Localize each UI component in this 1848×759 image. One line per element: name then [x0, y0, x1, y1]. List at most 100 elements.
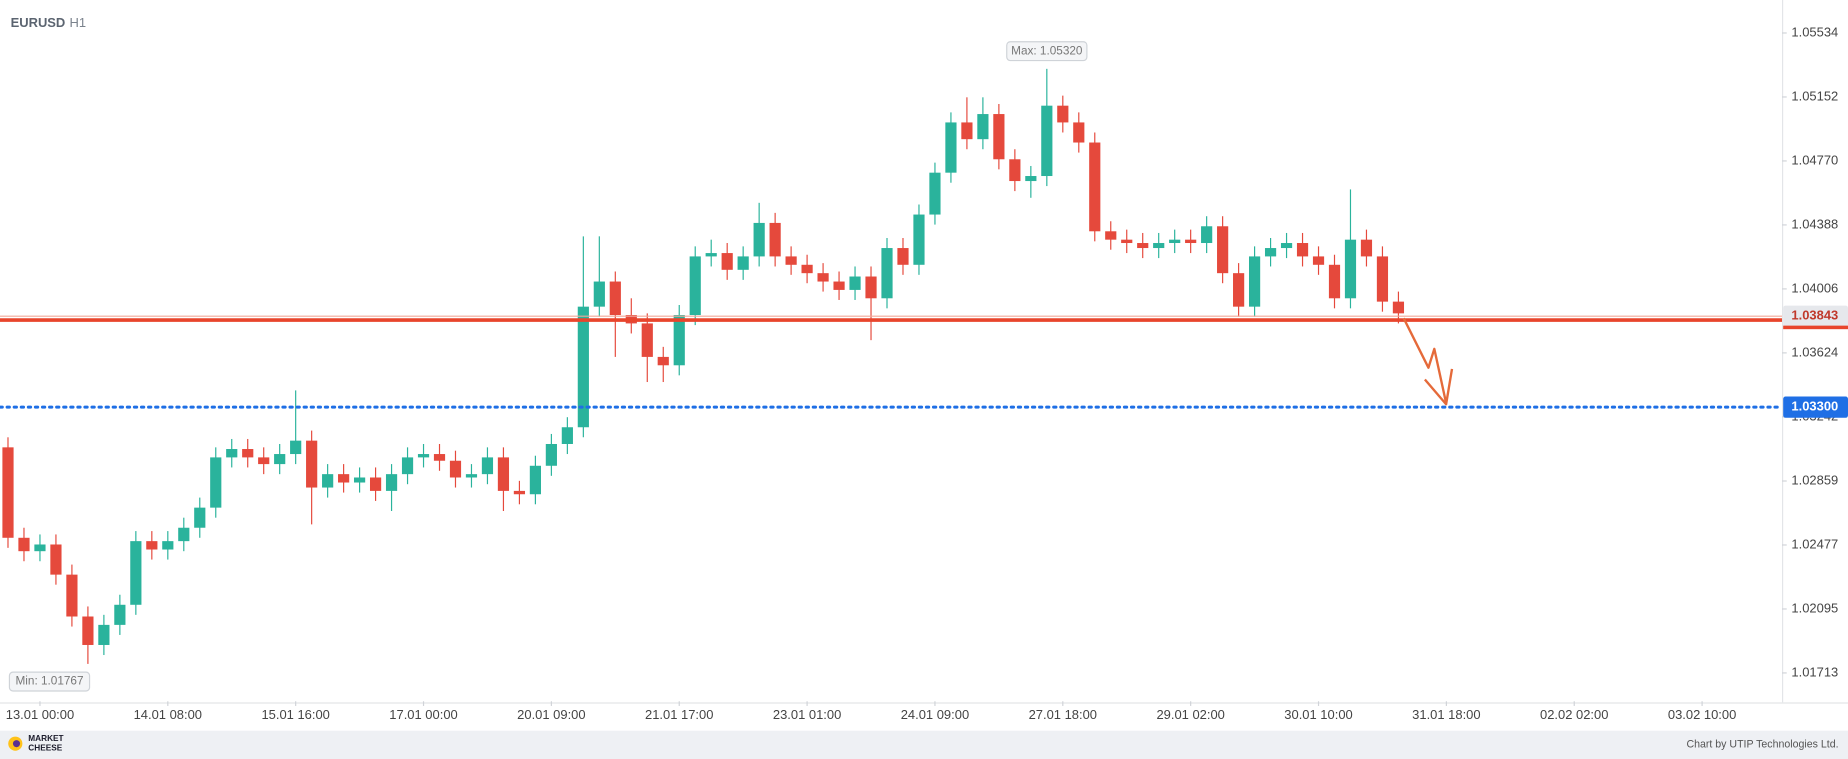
candle-body	[417, 454, 430, 458]
candle-body	[961, 122, 973, 140]
x-tick-label: 24.01 09:00	[901, 707, 969, 722]
plot-area	[0, 68, 1784, 664]
candle-body	[226, 449, 238, 458]
candle-body	[849, 276, 861, 290]
candle-body	[82, 616, 94, 645]
candle-body	[1025, 176, 1037, 182]
x-tick-label: 17.01 00:00	[389, 707, 457, 722]
x-tick-label: 21.01 17:00	[645, 707, 713, 722]
candle-body	[1217, 226, 1229, 274]
x-tick-label: 13.01 00:00	[6, 707, 74, 722]
annotation-box	[8, 671, 91, 692]
candle-body	[897, 248, 909, 265]
price-label-accent	[1783, 325, 1848, 330]
candle-body	[881, 248, 893, 299]
candle-body	[1201, 226, 1213, 244]
candle-body	[130, 541, 142, 605]
candle-body	[274, 454, 286, 465]
candle-body	[146, 541, 158, 550]
credit: Chart by UTIP Technologies Ltd.	[1686, 739, 1838, 751]
candle-body	[98, 624, 110, 645]
x-tick-label: 02.02 02:00	[1540, 707, 1608, 722]
candle-body	[322, 474, 334, 488]
candle-body	[833, 281, 845, 290]
candle-body	[1344, 239, 1357, 299]
annotation-label: Min: 1.01767	[15, 675, 83, 688]
candle-body	[689, 256, 701, 316]
candle-body	[865, 276, 877, 299]
y-tick-label: 1.05152	[1791, 88, 1838, 103]
candle-body	[753, 222, 765, 257]
y-tick-label: 1.04006	[1791, 280, 1838, 295]
candle-body	[1009, 159, 1021, 182]
price-label-box	[1783, 305, 1848, 327]
forecast-arrow-head	[1423, 368, 1454, 406]
candle-body	[1280, 243, 1293, 249]
y-tick-label: 1.04770	[1791, 152, 1838, 167]
annotation-box	[1006, 41, 1088, 62]
candle-body	[178, 527, 190, 542]
candle-body	[258, 457, 270, 465]
logo-mark	[12, 740, 21, 748]
candle-body	[561, 427, 573, 444]
candle-body	[641, 323, 653, 357]
x-tick-label: 23.01 01:00	[773, 707, 841, 722]
candle-body	[497, 457, 510, 491]
x-tick-label: 15.01 16:00	[261, 707, 329, 722]
candle-body	[977, 114, 989, 140]
candle-body	[929, 172, 941, 215]
candle-body	[785, 256, 797, 265]
x-tick-label: 14.01 08:00	[134, 707, 202, 722]
candle-body	[242, 449, 254, 458]
y-tick-label: 1.02477	[1791, 536, 1838, 551]
candle-body	[338, 474, 350, 483]
candle-body	[1360, 239, 1373, 257]
candle-body	[1328, 264, 1341, 299]
footer-bar	[0, 730, 1848, 759]
candle-body	[1041, 105, 1053, 177]
candle-body	[66, 574, 78, 617]
candle-body	[1089, 142, 1101, 232]
candle-body	[1392, 301, 1405, 314]
y-tick-label: 1.05534	[1791, 24, 1838, 39]
candle-body	[18, 537, 30, 552]
price-label: 1.03843	[1791, 308, 1838, 323]
candle-body	[114, 604, 126, 625]
candle-body	[481, 457, 494, 475]
candle-body	[913, 214, 925, 265]
candle-body	[401, 457, 414, 475]
x-tick-label: 31.01 18:00	[1412, 707, 1480, 722]
candle-body	[385, 474, 398, 491]
candle-body	[210, 457, 222, 508]
candle-body	[369, 477, 382, 491]
candle-body	[577, 306, 589, 428]
y-tick-label: 1.02859	[1791, 472, 1838, 487]
logo-text: MARKET	[28, 734, 63, 743]
price-label: 1.03300	[1791, 399, 1838, 414]
candle-body	[1264, 248, 1277, 257]
candle-body	[513, 490, 526, 495]
candle-body	[737, 256, 749, 270]
candle-body	[1169, 239, 1181, 244]
x-tick-label: 30.01 10:00	[1284, 707, 1352, 722]
candle-body	[465, 474, 478, 478]
candle-body	[162, 541, 174, 550]
y-tick-label: 1.02095	[1791, 600, 1838, 615]
candle-body	[1185, 239, 1197, 244]
candle-body	[609, 281, 621, 316]
annotation-label: Max: 1.05320	[1011, 44, 1083, 57]
candle-body	[1057, 105, 1069, 123]
candle-body	[801, 264, 813, 274]
candle-body	[1296, 243, 1309, 257]
price-label-box	[1783, 396, 1848, 418]
candle-body	[1376, 256, 1389, 302]
candle-body	[657, 356, 669, 366]
candle-body	[1153, 243, 1165, 249]
candle-body	[673, 315, 685, 366]
candle-body	[1233, 273, 1245, 307]
timeframe: H1	[70, 15, 87, 30]
candle-body	[2, 447, 14, 538]
